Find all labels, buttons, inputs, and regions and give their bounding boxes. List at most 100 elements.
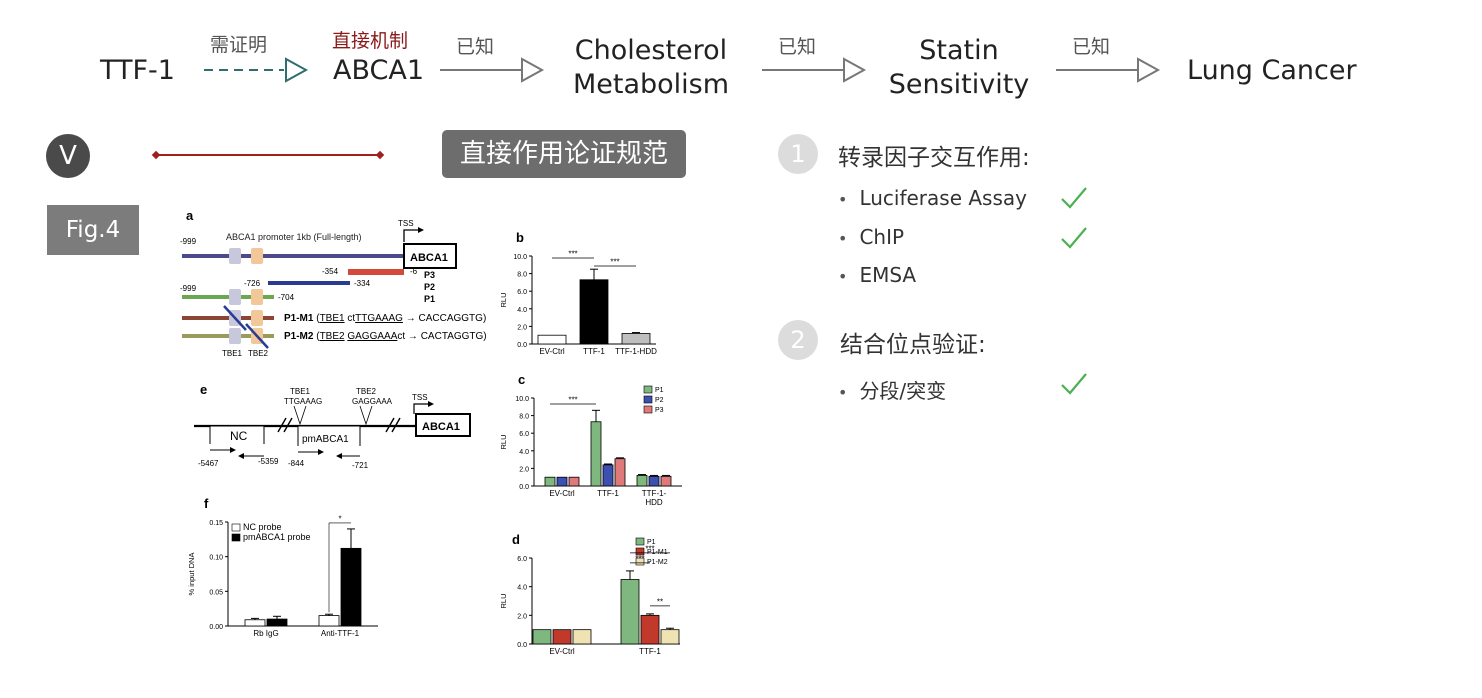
y-tick-label: 0.15 [209,520,223,527]
item-label: EMSA [859,263,917,287]
tbe1-seq: TTGAAAG [284,397,322,406]
cholesterol-line-1: Cholesterol [574,35,728,66]
legend-swatch [635,537,645,546]
y-tick-label: 4.0 [519,449,529,456]
x-tick-label: TTF-1 [583,347,605,356]
list-item: • 分段/突变 [838,379,947,403]
dashed-arrow [204,57,309,83]
pos-999-b: -999 [180,284,197,293]
pos-844: -844 [288,459,305,468]
bar [640,614,660,645]
panel-e-letter: e [200,382,207,397]
legend-swatch [635,547,645,556]
chart-title: b [516,230,524,245]
arrow-3 [1056,57,1161,83]
nc-label: NC [230,429,248,443]
bar [244,619,266,627]
flow-label-direct-mech: 直接机制 [332,30,409,52]
bar [340,547,362,627]
pos-704: -704 [278,293,295,302]
pos-5467: -5467 [198,459,219,468]
x-tick-label: TTF-1-HDD [615,347,657,356]
legend-swatch [643,385,653,394]
group2-heading: 结合位点验证: [840,332,986,358]
y-tick-label: 0.0 [519,484,529,491]
legend-entry: P1-M1 [647,549,668,556]
chart-f: f 0.00 0.05 0.10 0.15 % input DNA Rb IgG Anti-T… [187,496,378,638]
bar [614,458,626,487]
chart-title: c [518,372,525,387]
legend-swatch [643,395,653,404]
item-label: ChIP [859,225,905,249]
y-axis-label: % input DNA [187,553,196,596]
legend-swatch [231,533,241,542]
chart-title: d [512,532,520,547]
y-tick-label: 2.0 [517,324,527,331]
y-tick-label: 0.0 [517,642,527,649]
bar [556,476,568,487]
bar [318,615,340,627]
checkmark-icon [1061,227,1087,249]
label-p2: P2 [424,282,435,292]
flow-node-lung-cancer: Lung Cancer [1187,55,1357,86]
flow-label-known-3: 已知 [1072,36,1111,58]
pos-334: -334 [354,279,371,288]
y-tick-label: 10.0 [515,396,529,403]
statin-line-2: Sensitivity [888,69,1030,100]
legend-entry: pmABCA1 probe [243,532,311,542]
bar [552,629,572,645]
pos-354: -354 [322,267,339,276]
bar [544,476,556,487]
arrow-2 [762,57,867,83]
y-tick-label: 8.0 [519,414,529,421]
y-axis-label: RLU [499,292,508,307]
legend-entry: P3 [655,407,664,414]
x-tick-label: TTF-1- [642,489,667,498]
item-label: Luciferase Assay [859,186,1027,210]
step-1-badge: 1 [778,134,818,174]
bar [620,579,640,645]
y-tick-label: 4.0 [517,307,527,314]
x-tick-label: HDD [645,498,663,507]
x-tick-label: EV-Ctrl [549,489,575,498]
chart-d: d 0.0 2.0 4.0 6.0 RLU EV-Ctrl TTF-1 P1 P1-M1 P1-M2… [499,532,680,656]
flow-node-abca1: ABCA1 [333,55,425,86]
bar [660,475,672,487]
legend-entry: NC probe [243,522,282,532]
legend-entry: P1-M2 [647,559,668,566]
gene-label: ABCA1 [422,421,460,433]
tbe2-label: TBE2 [356,387,377,396]
pos-6: -6 [410,267,418,276]
list-item: • EMSA [838,263,917,287]
x-tick-label: Anti-TTF-1 [321,629,360,638]
flow-label-to-prove: 需证明 [210,34,268,56]
y-tick-label: 2.0 [519,466,529,473]
y-tick-label: 6.0 [519,431,529,438]
group1-heading: 转录因子交互作用: [838,145,1030,171]
step-2-badge: 2 [778,320,818,360]
mutation-m1-text: P1-M1 (TBE1 ctTTGAAAG → CACCAGGTG) [284,313,486,324]
cholesterol-line-2: Metabolism [572,69,730,100]
legend-swatch [643,405,653,414]
legend-entry: P1 [655,387,664,394]
tbe1-label: TBE1 [290,387,311,396]
abca1-gene-box [403,243,457,269]
y-tick-label: 0.05 [209,589,223,596]
promoter-label: ABCA1 promoter 1kb (Full-length) [226,232,362,242]
bar [568,476,580,487]
tbe2-seq: GAGGAAA [352,397,393,406]
bar [579,279,609,345]
section-title: 直接作用论证规范 [442,130,687,178]
x-tick-label: EV-Ctrl [539,347,565,356]
x-tick-label: Rb IgG [253,629,278,638]
bar [648,475,660,487]
abca1-gene-box [415,413,471,437]
y-tick-label: 6.0 [517,289,527,296]
legend-entry: P1 [647,539,656,546]
sig-label: *** [610,258,619,267]
arrow-1 [440,57,545,83]
chart-title: f [204,496,209,511]
figure-label: Fig.4 [47,205,139,255]
statin-line-1: Statin [919,35,999,66]
gene-label: ABCA1 [410,252,448,264]
